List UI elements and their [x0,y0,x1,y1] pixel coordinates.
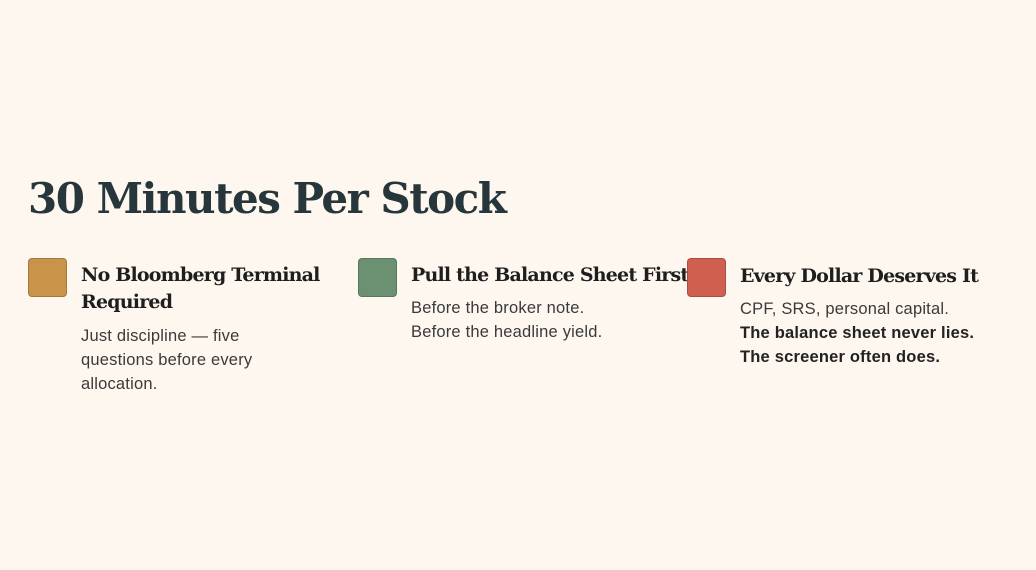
card-text-line: Before the headline yield. [411,323,603,341]
card-text-emphasis: The balance sheet never lies. The screen… [740,324,975,366]
card-text-plain: CPF, SRS, personal capital. [740,300,949,318]
card-body: Pull the Balance Sheet First Before the … [411,258,689,344]
feature-card-every-dollar: Every Dollar Deserves It CPF, SRS, perso… [687,258,987,369]
card-text: CPF, SRS, personal capital. The balance … [740,297,975,369]
feature-card-no-bloomberg: No Bloomberg Terminal Required Just disc… [28,258,328,396]
color-swatch-green [358,258,397,297]
color-swatch-red [687,258,726,297]
feature-card-balance-sheet: Pull the Balance Sheet First Before the … [358,258,689,344]
card-title: No Bloomberg Terminal Required [81,264,320,313]
card-text-line: Before the broker note. [411,299,585,317]
card-text: Before the broker note. Before the headl… [411,296,688,344]
card-body: Every Dollar Deserves It CPF, SRS, perso… [740,258,979,369]
card-text: Just discipline — five questions before … [81,327,253,393]
card-title: Every Dollar Deserves It [740,265,979,287]
color-swatch-gold [28,258,67,297]
card-body: No Bloomberg Terminal Required Just disc… [81,258,321,396]
page-title: 30 Minutes Per Stock [28,174,507,223]
card-title: Pull the Balance Sheet First [411,264,689,286]
